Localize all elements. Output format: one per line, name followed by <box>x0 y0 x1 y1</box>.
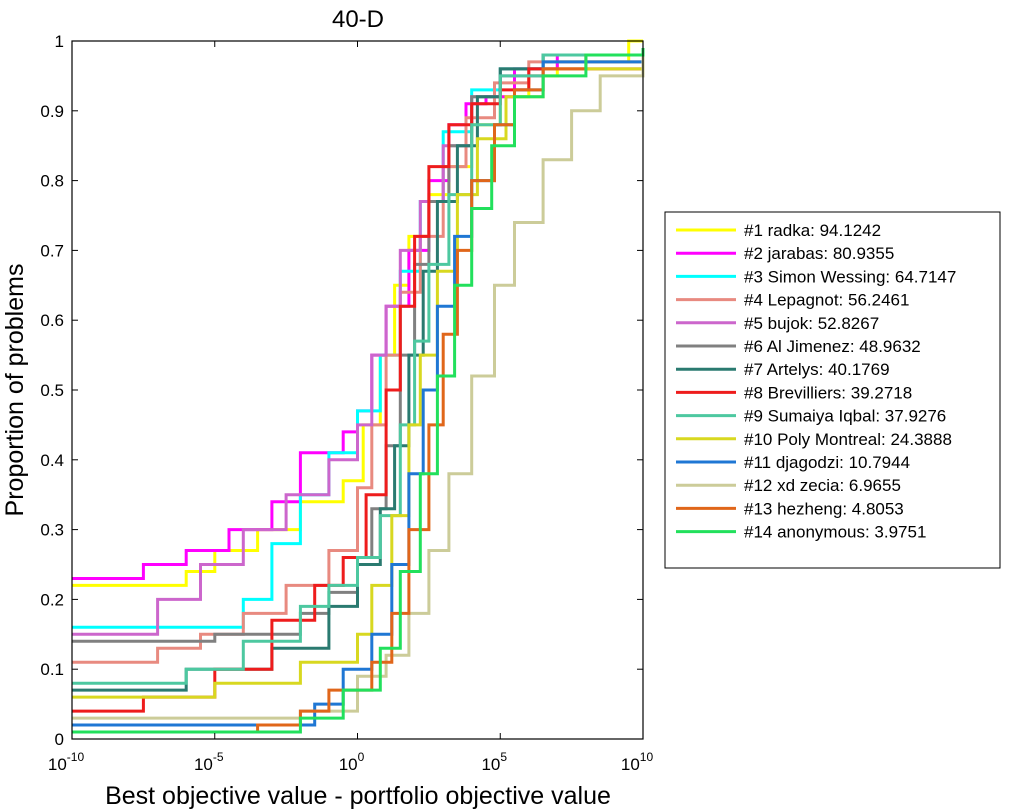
legend-item: #3 Simon Wessing: 64.7147 <box>676 267 956 286</box>
legend-label: #9 Sumaiya Iqbal: 37.9276 <box>744 407 946 426</box>
x-tick-label: 1010 <box>621 750 654 774</box>
y-tick-label: 0.2 <box>40 590 64 609</box>
legend-label: #4 Lepagnot: 56.2461 <box>744 291 909 310</box>
y-axis-label: Proportion of problems <box>1 264 29 517</box>
y-tick-label: 0.6 <box>40 311 64 330</box>
series-line-12 <box>72 48 645 720</box>
x-tick-label: 105 <box>481 750 507 774</box>
legend-item: #9 Sumaiya Iqbal: 37.9276 <box>676 407 946 426</box>
x-tick-label: 10-5 <box>194 750 224 774</box>
legend-item: #6 Al Jimenez: 48.9632 <box>676 337 921 356</box>
legend-label: #13 hezheng: 4.8053 <box>744 499 904 518</box>
chart-title: 40-D <box>332 6 384 33</box>
legend-item: #12 xd zecia: 6.9655 <box>676 476 901 495</box>
y-tick-label: 0 <box>55 730 64 749</box>
legend-label: #5 bujok: 52.8267 <box>744 314 879 333</box>
y-tick-label: 0.3 <box>40 521 64 540</box>
legend-label: #7 Artelys: 40.1769 <box>744 360 890 379</box>
plot-area <box>72 41 643 739</box>
y-axis: 0 0.1 0.2 0.3 0.4 0.5 0.6 0.7 0.8 0.9 1 <box>40 32 643 749</box>
x-axis: 10-10 10-5 100 105 1010 <box>48 41 654 774</box>
legend-item: #14 anonymous: 3.9751 <box>676 523 926 542</box>
legend-label: #10 Poly Montreal: 24.3888 <box>744 430 952 449</box>
legend-item: #13 hezheng: 4.8053 <box>676 499 904 518</box>
x-tick-label: 10-10 <box>48 750 85 774</box>
legend-item: #8 Brevilliers: 39.2718 <box>676 383 912 402</box>
series-line-9 <box>72 48 645 685</box>
y-tick-label: 0.8 <box>40 172 64 191</box>
legend-item: #2 jarabas: 80.9355 <box>676 244 894 263</box>
legend-label: #14 anonymous: 3.9751 <box>744 523 926 542</box>
legend-item: #1 radka: 94.1242 <box>676 221 881 240</box>
series-layer <box>72 39 645 734</box>
series-line-10 <box>72 48 645 699</box>
legend-item: #11 djagodzi: 10.7944 <box>676 453 910 472</box>
series-line-14 <box>72 48 645 734</box>
x-tick-label: 100 <box>339 750 365 774</box>
y-tick-label: 0.7 <box>40 241 64 260</box>
y-tick-label: 1 <box>55 32 64 51</box>
legend-label: #2 jarabas: 80.9355 <box>744 244 894 263</box>
y-tick-label: 0.9 <box>40 102 64 121</box>
legend-label: #11 djagodzi: 10.7944 <box>744 453 910 472</box>
x-axis-label: Best objective value - portfolio objecti… <box>105 782 611 810</box>
legend-label: #12 xd zecia: 6.9655 <box>744 476 901 495</box>
legend-label: #1 radka: 94.1242 <box>744 221 881 240</box>
y-tick-label: 0.4 <box>40 451 64 470</box>
legend-item: #10 Poly Montreal: 24.3888 <box>676 430 952 449</box>
legend-label: #6 Al Jimenez: 48.9632 <box>744 337 921 356</box>
legend-label: #8 Brevilliers: 39.2718 <box>744 383 912 402</box>
legend-item: #4 Lepagnot: 56.2461 <box>676 291 909 310</box>
legend-label: #3 Simon Wessing: 64.7147 <box>744 267 956 286</box>
legend-item: #7 Artelys: 40.1769 <box>676 360 890 379</box>
legend: #1 radka: 94.1242 #2 jarabas: 80.9355 #3 S… <box>664 211 1001 569</box>
y-tick-label: 0.1 <box>40 660 64 679</box>
legend-item: #5 bujok: 52.8267 <box>676 314 879 333</box>
y-tick-label: 0.5 <box>40 381 64 400</box>
